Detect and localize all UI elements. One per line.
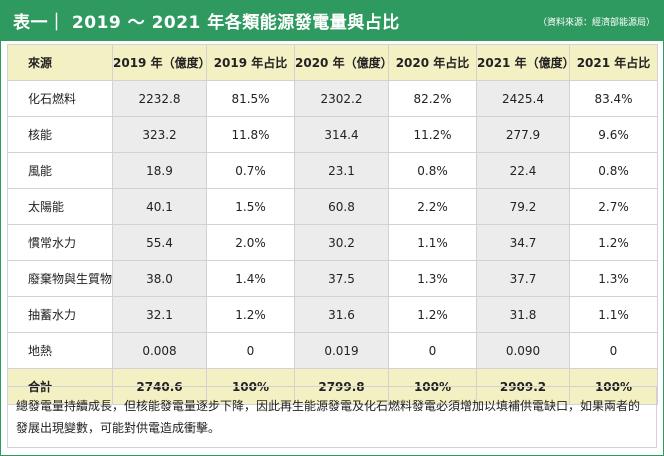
value-cell: 314.4 (294, 116, 389, 153)
share-cell: 1.2% (206, 296, 295, 333)
source-cell: 地熱 (7, 332, 113, 369)
source-note: （資料來源：經濟部能源局） (537, 18, 655, 28)
table-row: 廢棄物與生質物 38.0 1.4% 37.5 1.3% 37.7 1.3% (7, 260, 658, 297)
value-cell: 55.4 (112, 224, 207, 261)
share-cell: 1.3% (569, 260, 658, 297)
source-cell: 風能 (7, 152, 113, 189)
value-cell: 31.8 (476, 296, 570, 333)
share-cell: 0 (388, 332, 477, 369)
share-cell: 0 (569, 332, 658, 369)
share-cell: 2.0% (206, 224, 295, 261)
summary-note: 總發電量持續成長，但核能發電量逐步下降，因此再生能源發電及化石燃料發電必須增加以… (7, 386, 657, 448)
share-cell: 83.4% (569, 80, 658, 117)
title-bar: 表一｜ 2019 ～ 2021 年各類能源發電量與占比 （資料來源：經濟部能源局… (1, 1, 663, 41)
table-row: 核能 323.2 11.8% 314.4 11.2% 277.9 9.6% (7, 116, 658, 153)
share-cell: 2.2% (388, 188, 477, 225)
value-cell: 79.2 (476, 188, 570, 225)
share-cell: 82.2% (388, 80, 477, 117)
value-cell: 23.1 (294, 152, 389, 189)
value-cell: 2302.2 (294, 80, 389, 117)
source-cell: 化石燃料 (7, 80, 113, 117)
share-cell: 1.2% (388, 296, 477, 333)
share-cell: 1.1% (569, 296, 658, 333)
share-cell: 11.2% (388, 116, 477, 153)
value-cell: 2425.4 (476, 80, 570, 117)
share-cell: 0 (206, 332, 295, 369)
column-header: 2019 年占比 (206, 44, 295, 81)
value-cell: 60.8 (294, 188, 389, 225)
column-header: 2019 年（億度） (112, 44, 207, 81)
value-cell: 37.7 (476, 260, 570, 297)
share-cell: 1.1% (388, 224, 477, 261)
source-cell: 慣常水力 (7, 224, 113, 261)
value-cell: 0.008 (112, 332, 207, 369)
value-cell: 323.2 (112, 116, 207, 153)
value-cell: 30.2 (294, 224, 389, 261)
value-cell: 37.5 (294, 260, 389, 297)
value-cell: 32.1 (112, 296, 207, 333)
table-row: 地熱 0.008 0 0.019 0 0.090 0 (7, 332, 658, 369)
table-row: 太陽能 40.1 1.5% 60.8 2.2% 79.2 2.7% (7, 188, 658, 225)
share-cell: 11.8% (206, 116, 295, 153)
source-cell: 抽蓄水力 (7, 296, 113, 333)
value-cell: 18.9 (112, 152, 207, 189)
value-cell: 38.0 (112, 260, 207, 297)
share-cell: 1.3% (388, 260, 477, 297)
source-cell: 太陽能 (7, 188, 113, 225)
column-header: 2021 年（億度） (476, 44, 570, 81)
column-header: 2021 年占比 (569, 44, 658, 81)
value-cell: 2232.8 (112, 80, 207, 117)
table-header-row: 來源 2019 年（億度） 2019 年占比 2020 年（億度） 2020 年… (7, 44, 658, 81)
share-cell: 1.5% (206, 188, 295, 225)
share-cell: 0.7% (206, 152, 295, 189)
table-row: 化石燃料 2232.8 81.5% 2302.2 82.2% 2425.4 83… (7, 80, 658, 117)
table-row: 慣常水力 55.4 2.0% 30.2 1.1% 34.7 1.2% (7, 224, 658, 261)
value-cell: 277.9 (476, 116, 570, 153)
value-cell: 0.019 (294, 332, 389, 369)
share-cell: 2.7% (569, 188, 658, 225)
share-cell: 1.4% (206, 260, 295, 297)
source-cell: 核能 (7, 116, 113, 153)
table-title: 表一｜ 2019 ～ 2021 年各類能源發電量與占比 (13, 13, 400, 33)
share-cell: 1.2% (569, 224, 658, 261)
share-cell: 0.8% (569, 152, 658, 189)
share-cell: 81.5% (206, 80, 295, 117)
share-cell: 9.6% (569, 116, 658, 153)
column-header: 來源 (7, 44, 113, 81)
column-header: 2020 年占比 (388, 44, 477, 81)
table-row: 抽蓄水力 32.1 1.2% 31.6 1.2% 31.8 1.1% (7, 296, 658, 333)
source-cell: 廢棄物與生質物 (7, 260, 113, 297)
column-header: 2020 年（億度） (294, 44, 389, 81)
value-cell: 34.7 (476, 224, 570, 261)
table-row: 風能 18.9 0.7% 23.1 0.8% 22.4 0.8% (7, 152, 658, 189)
value-cell: 0.090 (476, 332, 570, 369)
value-cell: 31.6 (294, 296, 389, 333)
value-cell: 22.4 (476, 152, 570, 189)
value-cell: 40.1 (112, 188, 207, 225)
share-cell: 0.8% (388, 152, 477, 189)
power-generation-table: 來源 2019 年（億度） 2019 年占比 2020 年（億度） 2020 年… (7, 44, 658, 405)
